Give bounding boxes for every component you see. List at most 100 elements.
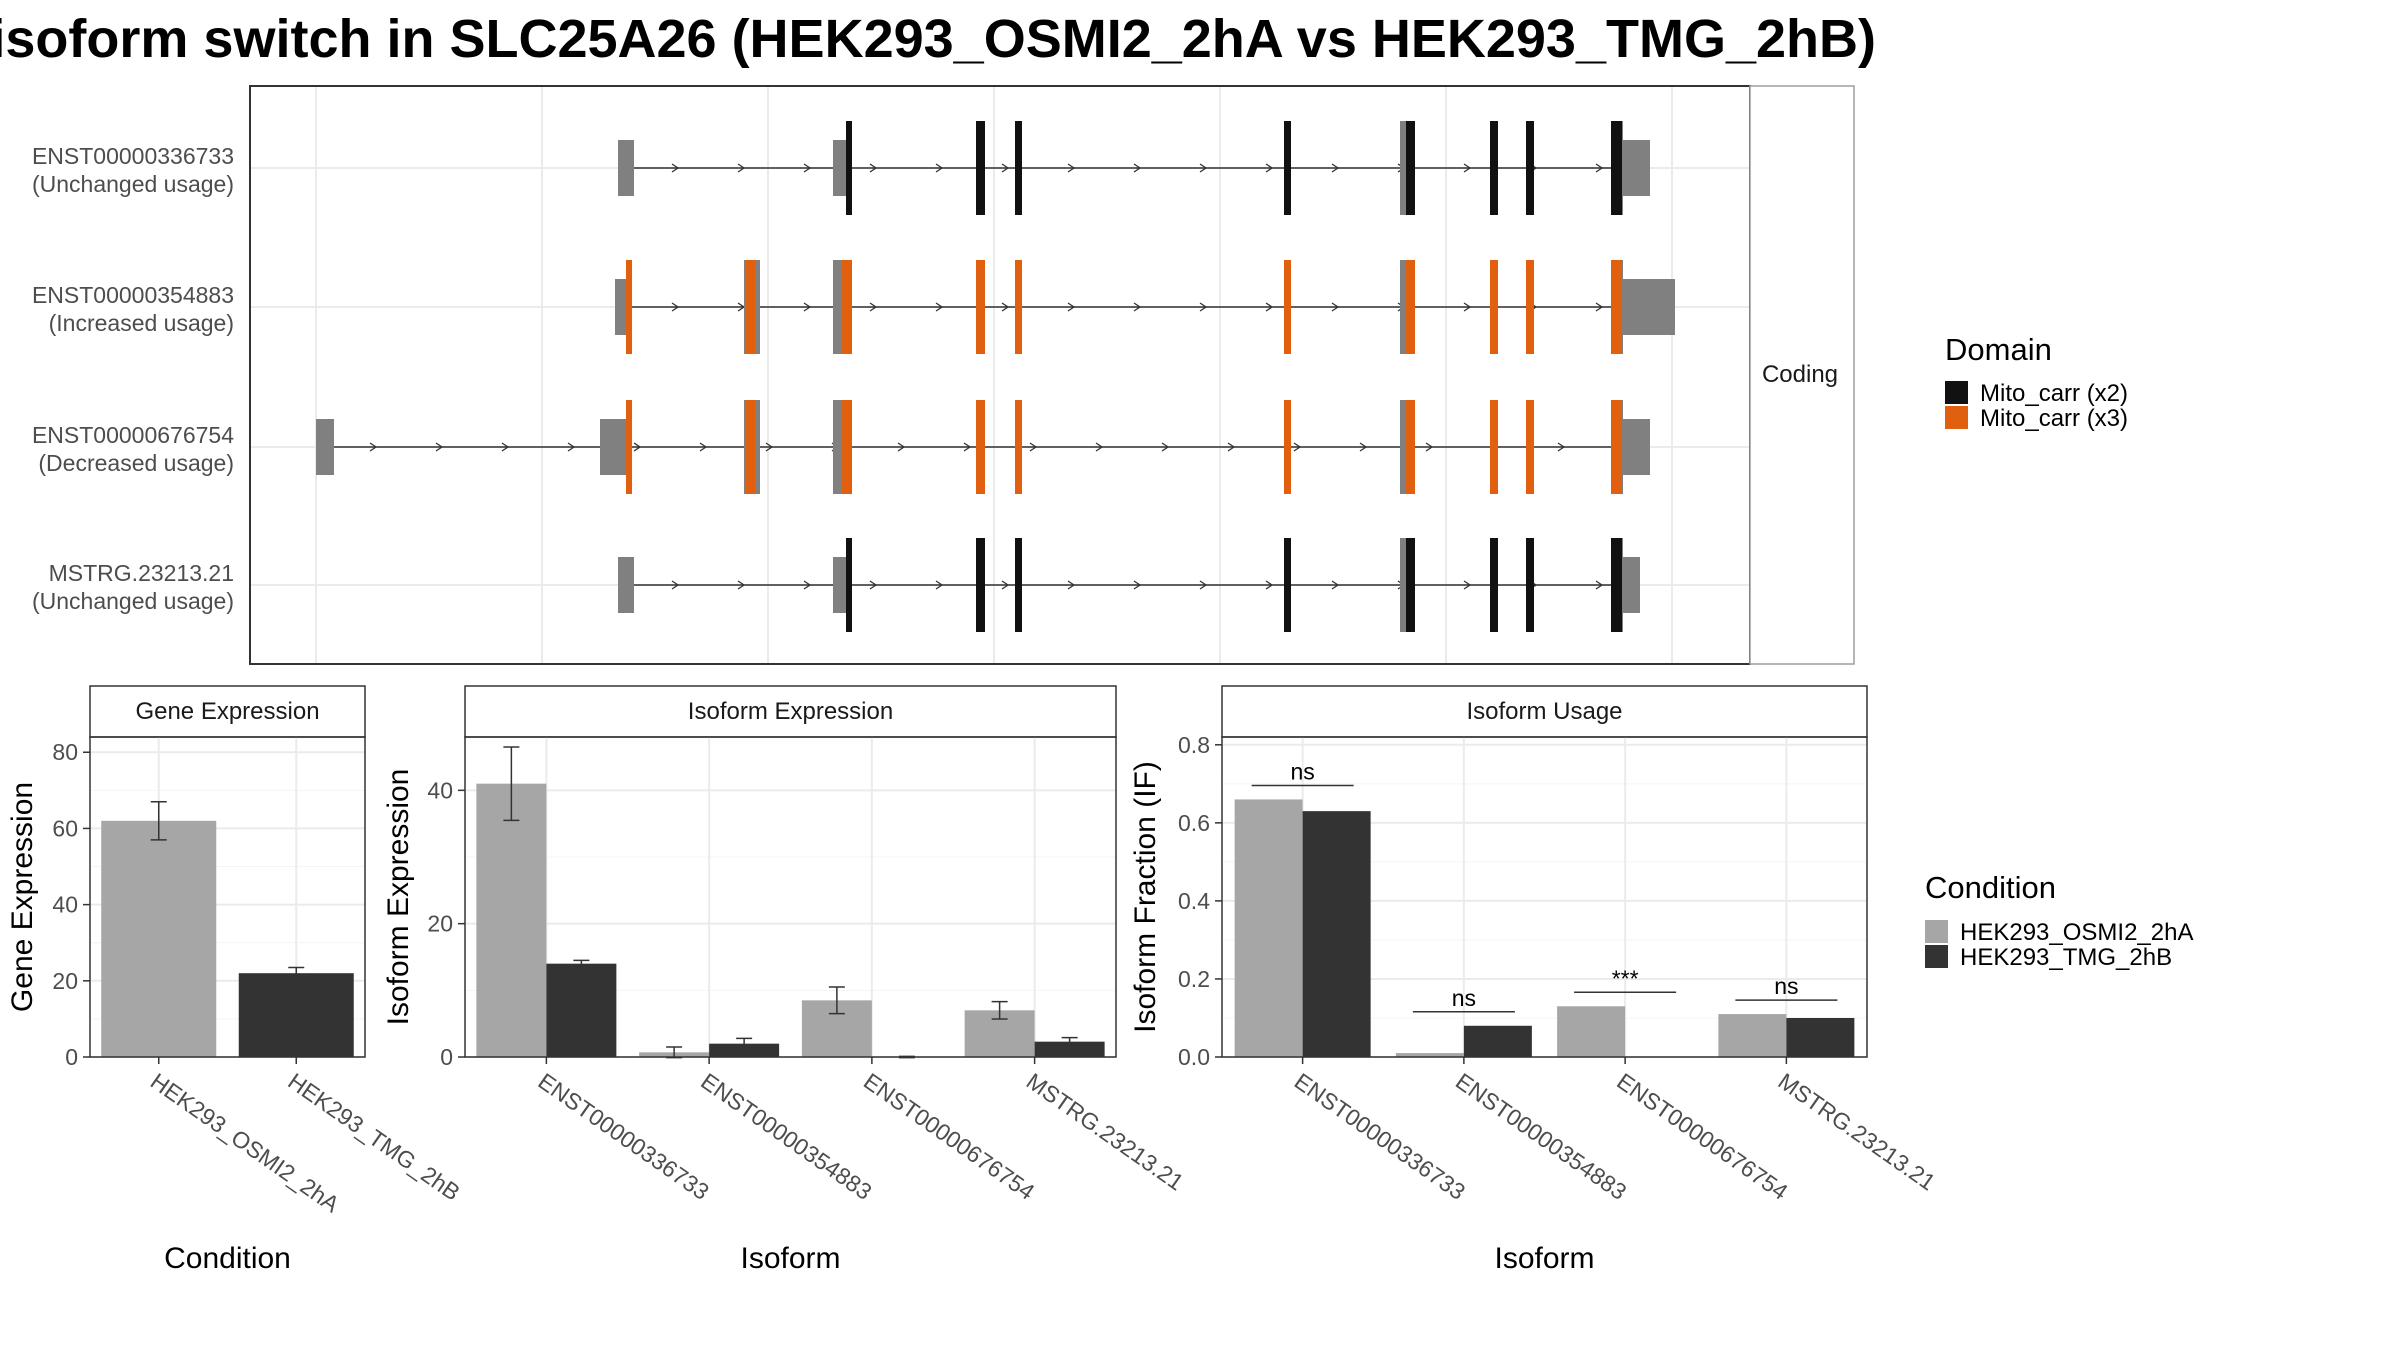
- direction-arrow: [567, 442, 576, 452]
- direction-arrow: [869, 163, 878, 173]
- domain-exon: [1015, 538, 1022, 632]
- exon-block: [833, 140, 847, 196]
- direction-arrow: [1265, 580, 1274, 590]
- direction-arrow: [1161, 442, 1170, 452]
- direction-arrow: [1265, 163, 1274, 173]
- panel-border: [464, 736, 1117, 1058]
- x-tick-label: MSTRG.23213.21: [1022, 1068, 1189, 1196]
- chart-title: The isoform switch in SLC25A26 (HEK293_O…: [0, 9, 1876, 69]
- domain-legend-title: Domain: [1945, 332, 2052, 367]
- bar: [1234, 799, 1303, 1057]
- bar: [709, 1043, 780, 1057]
- direction-arrow: [737, 580, 746, 590]
- domain-exon: [846, 121, 852, 215]
- domain-exon: [1526, 121, 1534, 215]
- direction-arrow: [1293, 442, 1302, 452]
- transcript-panel: ENST00000336733(Unchanged usage) ENST0000…: [32, 85, 1855, 665]
- legend-swatch-mito-carr-x2: [1945, 381, 1968, 404]
- transcript-id-label: ENST00000336733: [32, 143, 234, 169]
- direction-arrow: [1067, 580, 1076, 590]
- domain-exon: [846, 538, 852, 632]
- x-tick-label: ENST00000354883: [696, 1068, 876, 1205]
- bar: [1557, 1006, 1626, 1057]
- direction-arrow: [1199, 302, 1208, 312]
- significance-label: ***: [1612, 965, 1639, 991]
- panel-title: Isoform Usage: [1466, 698, 1622, 725]
- direction-arrow: [869, 302, 878, 312]
- direction-arrow: [963, 442, 972, 452]
- y-tick-label: 0.0: [1178, 1044, 1210, 1070]
- exon-block: [1622, 140, 1650, 196]
- bar: [101, 820, 217, 1057]
- exon-block: [316, 419, 334, 475]
- direction-arrow: [1029, 442, 1038, 452]
- direction-arrow: [1067, 163, 1076, 173]
- direction-arrow: [1001, 163, 1010, 173]
- domain-exon: [1015, 400, 1022, 494]
- domain-exon: [976, 260, 985, 354]
- domain-exon: [1526, 400, 1534, 494]
- domain-exon: [1526, 538, 1534, 632]
- legend-label-tmg: HEK293_TMG_2hB: [1960, 944, 2172, 971]
- direction-arrow: [435, 442, 444, 452]
- direction-arrow: [1463, 580, 1472, 590]
- direction-arrow: [1199, 163, 1208, 173]
- y-tick-label: 40: [427, 777, 453, 803]
- domain-exon: [746, 260, 755, 354]
- direction-arrow: [671, 163, 680, 173]
- x-tick-label: MSTRG.23213.21: [1774, 1068, 1941, 1196]
- bar: [1463, 1025, 1532, 1057]
- bar: [1718, 1014, 1787, 1057]
- facet-label: Coding: [1762, 361, 1838, 388]
- legend-swatch-osmi2: [1925, 920, 1948, 943]
- panel-border: [1221, 736, 1868, 1058]
- y-tick-label: 0: [65, 1044, 78, 1070]
- condition-legend: Condition HEK293_OSMI2_2hA HEK293_TMG_2h…: [1925, 870, 2193, 971]
- bar: [1786, 1017, 1855, 1057]
- direction-arrow: [1463, 302, 1472, 312]
- direction-arrow: [1331, 163, 1340, 173]
- exon-block: [1622, 557, 1640, 613]
- y-axis-title: Isoform Expression: [382, 769, 415, 1026]
- domain-exon: [1284, 260, 1291, 354]
- direction-arrow: [1067, 302, 1076, 312]
- direction-arrow: [935, 302, 944, 312]
- panel-strip: [89, 685, 366, 738]
- direction-arrow: [1133, 580, 1142, 590]
- direction-arrow: [1359, 442, 1368, 452]
- direction-arrow: [369, 442, 378, 452]
- direction-arrow: [671, 302, 680, 312]
- direction-arrow: [765, 442, 774, 452]
- transcript-row: ENST00000354883(Increased usage): [32, 260, 1675, 354]
- condition-legend-title: Condition: [1925, 870, 2056, 905]
- domain-exon: [1526, 260, 1534, 354]
- legend-label-mito-carr-x2: Mito_carr (x2): [1980, 380, 2128, 407]
- direction-arrow: [1001, 580, 1010, 590]
- direction-arrow: [1227, 442, 1236, 452]
- x-axis-title: Isoform: [1494, 1242, 1594, 1275]
- domain-exon: [1015, 121, 1022, 215]
- transcript-usage-label: (Unchanged usage): [32, 171, 234, 197]
- transcript-id-label: MSTRG.23213.21: [49, 560, 234, 586]
- domain-exon: [976, 121, 985, 215]
- direction-arrow: [1265, 302, 1274, 312]
- x-tick-label: ENST00000354883: [1451, 1068, 1631, 1205]
- facet-strip: [1749, 85, 1855, 665]
- exon-block: [1622, 419, 1650, 475]
- domain-exon: [1490, 260, 1498, 354]
- direction-arrow: [699, 442, 708, 452]
- legend-label-osmi2: HEK293_OSMI2_2hA: [1960, 919, 2193, 946]
- direction-arrow: [1133, 163, 1142, 173]
- direction-arrow: [1001, 302, 1010, 312]
- domain-exon: [1490, 538, 1498, 632]
- transcript-row: MSTRG.23213.21(Unchanged usage): [32, 538, 1640, 632]
- exon-block: [600, 419, 628, 475]
- panel-strip: [464, 685, 1117, 738]
- direction-arrow: [501, 442, 510, 452]
- transcript-usage-label: (Decreased usage): [38, 450, 234, 476]
- direction-arrow: [1331, 302, 1340, 312]
- y-axis-title: Gene Expression: [6, 782, 39, 1012]
- domain-exon: [842, 400, 852, 494]
- domain-exon: [1406, 538, 1415, 632]
